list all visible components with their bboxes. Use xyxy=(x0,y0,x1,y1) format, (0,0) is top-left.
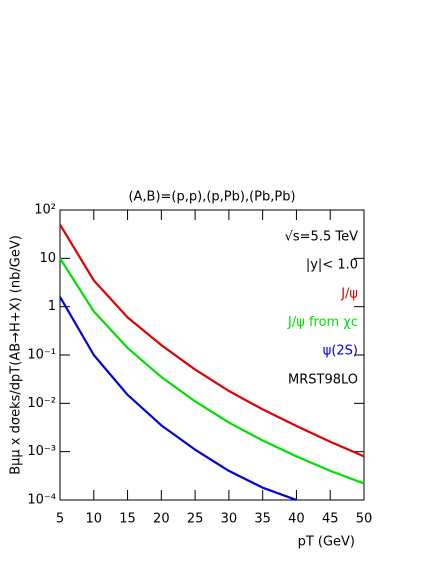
x-tick-label: 40 xyxy=(288,512,305,527)
annotation: MRST98LO xyxy=(288,373,358,388)
legend-entry: ψ(2S) xyxy=(323,344,358,359)
y-tick-label: 10⁻³ xyxy=(27,444,56,459)
x-tick-label: 10 xyxy=(86,512,103,527)
x-tick-label: 15 xyxy=(119,512,136,527)
legend-entry: J/ψ xyxy=(340,287,358,302)
y-axis-label: Bμμ x dσeks/dpT(AB→H+X) (nb/GeV) xyxy=(9,235,24,475)
y-tick-label: 10⁻² xyxy=(27,396,56,411)
chart-title: (A,B)=(p,p),(p,Pb),(Pb,Pb) xyxy=(128,190,295,205)
y-tick-label: 10⁻⁴ xyxy=(27,493,56,508)
x-tick-label: 25 xyxy=(187,512,204,527)
line-series xyxy=(59,257,365,485)
x-tick-label: 45 xyxy=(322,512,339,527)
y-tick-label: 1 xyxy=(48,299,56,314)
annotation: √s=5.5 TeV xyxy=(285,230,358,245)
x-tick-label: 30 xyxy=(221,512,238,527)
y-tick-label: 10² xyxy=(34,203,56,218)
legend-entry: J/ψ from χc xyxy=(287,315,358,330)
plot-frame xyxy=(59,209,365,501)
x-axis-label: pT (GeV) xyxy=(298,535,355,550)
x-tick-label: 35 xyxy=(254,512,271,527)
x-tick-label: 20 xyxy=(153,512,170,527)
x-tick-label: 50 xyxy=(356,512,373,527)
line-series xyxy=(59,296,297,502)
y-tick-label: 10⁻¹ xyxy=(27,348,56,363)
line-series xyxy=(59,223,365,458)
annotation: |y|< 1.0 xyxy=(306,258,358,273)
x-tick-label: 5 xyxy=(56,512,64,527)
y-tick-label: 10 xyxy=(39,251,56,266)
